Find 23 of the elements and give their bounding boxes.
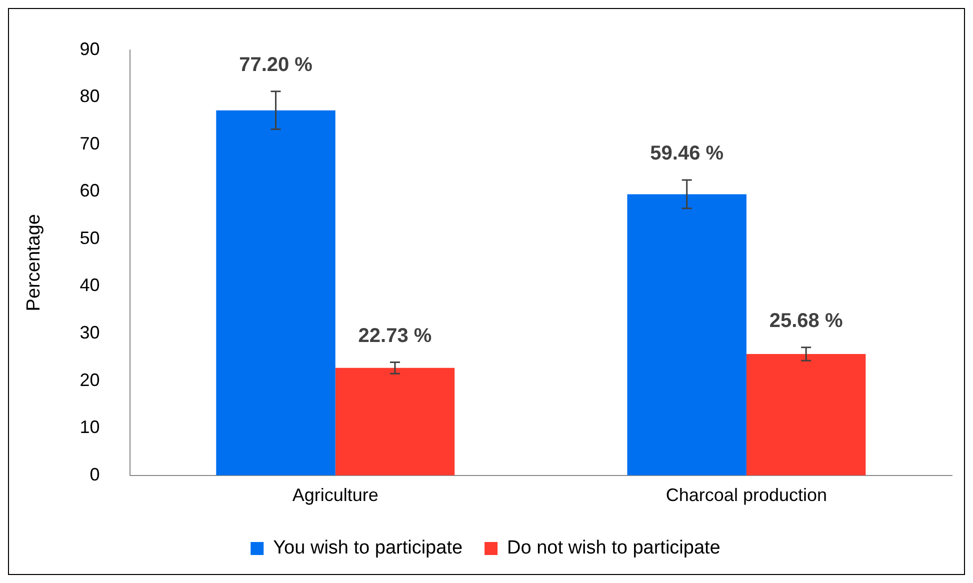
bar: [335, 368, 455, 476]
y-tick-label: 10: [80, 417, 100, 438]
legend-label: You wish to participate: [273, 538, 463, 559]
y-tick-label: 30: [80, 322, 100, 342]
bar: [627, 194, 746, 476]
data-label: 59.46 %: [650, 142, 724, 165]
bar: [746, 354, 866, 476]
y-tick-label: 60: [80, 180, 100, 201]
x-tick-label: Agriculture: [292, 485, 378, 506]
y-tick-label: 40: [80, 275, 100, 296]
legend-label: Do not wish to participate: [507, 538, 720, 559]
data-label: 22.73 %: [358, 324, 432, 347]
y-tick-label: 90: [80, 38, 100, 59]
y-tick-label: 20: [80, 370, 100, 390]
y-axis-title: Percentage: [24, 214, 45, 312]
y-tick-label: 0: [90, 464, 100, 484]
bar: [216, 110, 336, 476]
y-tick-label: 70: [80, 133, 100, 154]
y-tick-label: 80: [80, 86, 100, 106]
y-tick-label: 50: [80, 228, 100, 248]
x-tick-label: Charcoal production: [666, 485, 828, 506]
data-label: 77.20 %: [239, 54, 313, 76]
data-label: 25.68 %: [769, 310, 843, 332]
